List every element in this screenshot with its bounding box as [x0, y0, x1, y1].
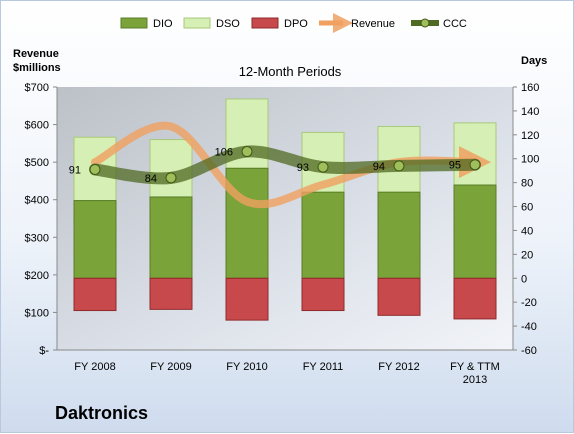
right-tick-label: 40 — [521, 225, 533, 237]
x-tick-label: FY 2008 — [74, 361, 115, 373]
ccc-point — [241, 146, 253, 158]
bar-dso — [453, 122, 497, 186]
bar-dio — [73, 200, 117, 279]
left-tick-label: $600 — [25, 120, 49, 132]
x-tick-label: FY 2011 — [303, 361, 344, 373]
chart-title: 12-Month Periods — [239, 64, 342, 79]
ccc-data-label: 84 — [145, 173, 157, 185]
bar-dpo — [73, 277, 117, 312]
legend-swatch-ccc-point — [420, 18, 430, 28]
bar-dpo — [301, 277, 345, 312]
right-tick-label: 140 — [521, 106, 539, 118]
ccc-point — [393, 160, 405, 172]
legend-label-dio: DIO — [153, 18, 173, 30]
x-tick-label: FY 2009 — [150, 361, 191, 373]
bar-dpo — [149, 277, 193, 310]
ccc-point — [165, 172, 177, 184]
right-axis-label: Days — [521, 55, 547, 67]
left-tick-label: $100 — [25, 307, 49, 319]
left-tick-label: $500 — [25, 157, 49, 169]
legend-swatch-dio — [120, 17, 148, 29]
right-tick-label: -40 — [521, 321, 537, 333]
company-name: Daktronics — [55, 403, 149, 423]
left-axis-label-line-1: Revenue — [13, 48, 59, 60]
bar-dio — [453, 184, 497, 279]
bar-dio — [301, 191, 345, 279]
left-tick-label: $300 — [25, 232, 49, 244]
bar-dpo — [453, 277, 497, 320]
legend-label-dso: DSO — [216, 18, 240, 30]
right-tick-label: 60 — [521, 202, 533, 214]
bar-dio — [149, 196, 193, 279]
ccc-data-label: 106 — [215, 147, 233, 159]
x-tick-label: FY 2012 — [378, 361, 419, 373]
right-tick-label: -20 — [521, 297, 537, 309]
left-tick-label: $700 — [25, 82, 49, 94]
ccc-data-label: 93 — [297, 162, 309, 174]
plot-area — [57, 87, 513, 350]
right-tick-label: 80 — [521, 178, 533, 190]
bar-dio — [377, 191, 421, 279]
right-tick-label: 20 — [521, 249, 533, 261]
right-tick-label: 100 — [521, 154, 539, 166]
left-tick-label: $200 — [25, 270, 49, 282]
legend-swatch-dso — [183, 17, 211, 29]
right-tick-label: 0 — [521, 273, 527, 285]
ccc-data-label: 94 — [373, 161, 385, 173]
right-tick-label: 120 — [521, 130, 539, 142]
bar-dio — [225, 167, 269, 279]
ccc-point — [317, 161, 329, 173]
left-tick-label: $400 — [25, 195, 49, 207]
legend-label-dpo: DPO — [284, 18, 308, 30]
legend-label-revenue: Revenue — [351, 18, 395, 30]
ccc-data-label: 95 — [449, 160, 461, 172]
ccc-point — [469, 159, 481, 171]
legend-swatch-dpo — [251, 17, 279, 29]
x-tick-label: FY & TTM — [450, 361, 500, 373]
right-tick-label: 160 — [521, 82, 539, 94]
bar-dpo — [377, 277, 421, 316]
ccc-point — [89, 163, 101, 175]
bar-dpo — [225, 277, 269, 321]
right-tick-label: -60 — [521, 345, 537, 357]
x-tick-label: FY 2010 — [226, 361, 267, 373]
left-tick-label: $- — [39, 345, 49, 357]
ccc-line — [89, 145, 481, 185]
legend-label-ccc: CCC — [443, 18, 467, 30]
ccc-data-label: 91 — [69, 164, 81, 176]
left-axis-label-line-2: $millions — [13, 62, 61, 74]
x-tick-label: 2013 — [463, 374, 487, 386]
